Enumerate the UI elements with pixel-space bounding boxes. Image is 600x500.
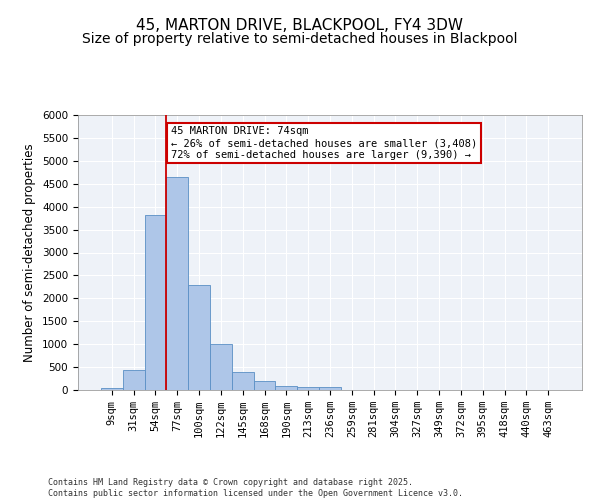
Bar (297, 387, 319, 390)
Bar (232, 372, 254, 390)
Bar (210, 344, 232, 390)
Y-axis label: Number of semi-detached properties: Number of semi-detached properties (23, 143, 37, 362)
Text: 45 MARTON DRIVE: 74sqm
← 26% of semi-detached houses are smaller (3,408)
72% of : 45 MARTON DRIVE: 74sqm ← 26% of semi-det… (171, 126, 477, 160)
Bar (254, 381, 275, 390)
Text: Contains HM Land Registry data © Crown copyright and database right 2025.
Contai: Contains HM Land Registry data © Crown c… (48, 478, 463, 498)
Text: Size of property relative to semi-detached houses in Blackpool: Size of property relative to semi-detach… (82, 32, 518, 46)
Bar (275, 386, 297, 390)
Bar (145, 215, 166, 390)
Bar (166, 177, 188, 390)
Text: 45, MARTON DRIVE, BLACKPOOL, FY4 3DW: 45, MARTON DRIVE, BLACKPOOL, FY4 3DW (137, 18, 464, 32)
Bar (188, 284, 210, 390)
Bar (123, 370, 145, 390)
Bar (319, 387, 341, 390)
Bar (101, 388, 123, 390)
